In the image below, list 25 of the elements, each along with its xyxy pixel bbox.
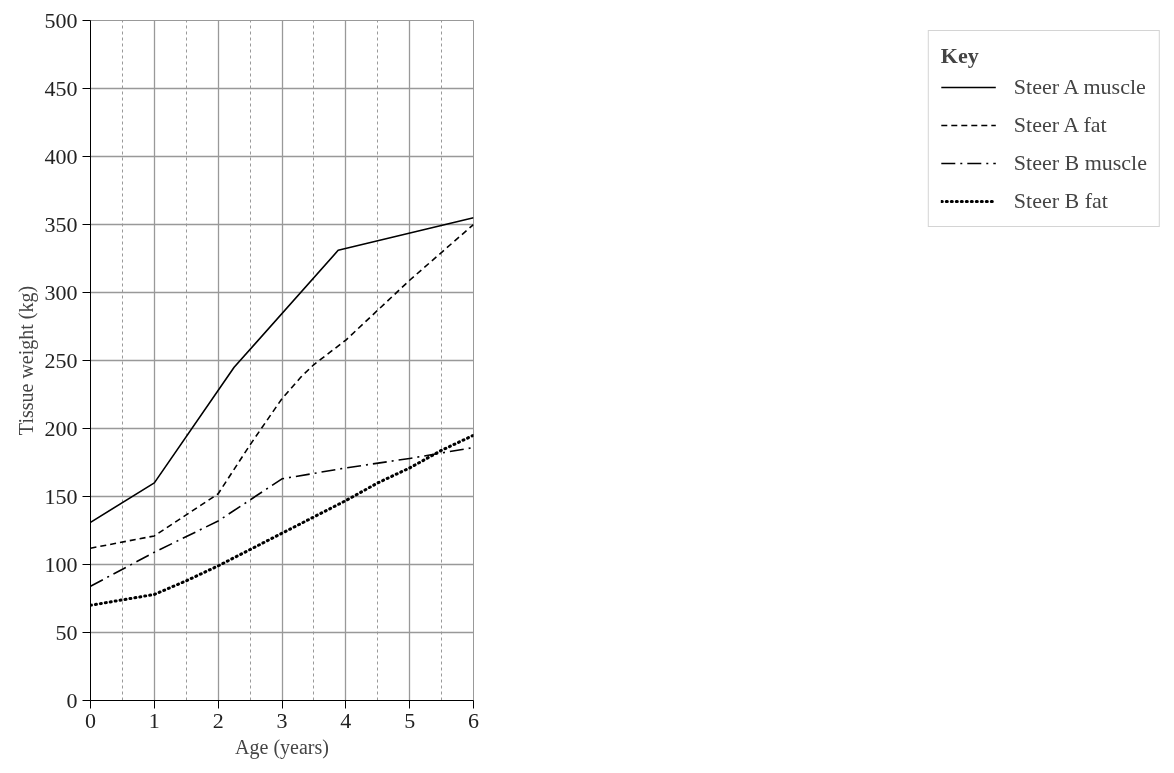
y-tick-label: 250 <box>44 347 78 373</box>
x-tick-label: 1 <box>148 707 160 733</box>
y-tick-label: 150 <box>44 483 78 509</box>
x-tick-label: 4 <box>340 707 352 733</box>
y-tick-label: 300 <box>44 279 78 305</box>
x-axis-title: Age (years) <box>235 735 329 759</box>
y-tick-label: 350 <box>44 211 78 237</box>
x-tick-label: 0 <box>85 707 96 733</box>
x-tick-label: 2 <box>212 707 224 733</box>
y-tick-label: 0 <box>66 687 78 713</box>
y-tick-label: 200 <box>44 415 78 441</box>
legend-label: Steer A muscle <box>1013 74 1146 100</box>
y-tick-label: 50 <box>55 619 78 645</box>
y-axis-title: Tissue weight (kg) <box>14 285 38 436</box>
x-tick-label: 5 <box>404 707 416 733</box>
y-tick-label: 400 <box>44 143 78 169</box>
legend-label: Steer A fat <box>1013 112 1107 138</box>
legend-label: Steer B fat <box>1013 188 1108 214</box>
x-tick-label: 3 <box>276 707 288 733</box>
y-tick-label: 450 <box>44 75 78 101</box>
y-tick-label: 100 <box>44 551 78 577</box>
x-tick-label: 6 <box>468 707 479 733</box>
legend-label: Steer B muscle <box>1013 150 1147 176</box>
y-tick-label: 500 <box>44 7 78 33</box>
legend-title: Key <box>940 43 980 69</box>
